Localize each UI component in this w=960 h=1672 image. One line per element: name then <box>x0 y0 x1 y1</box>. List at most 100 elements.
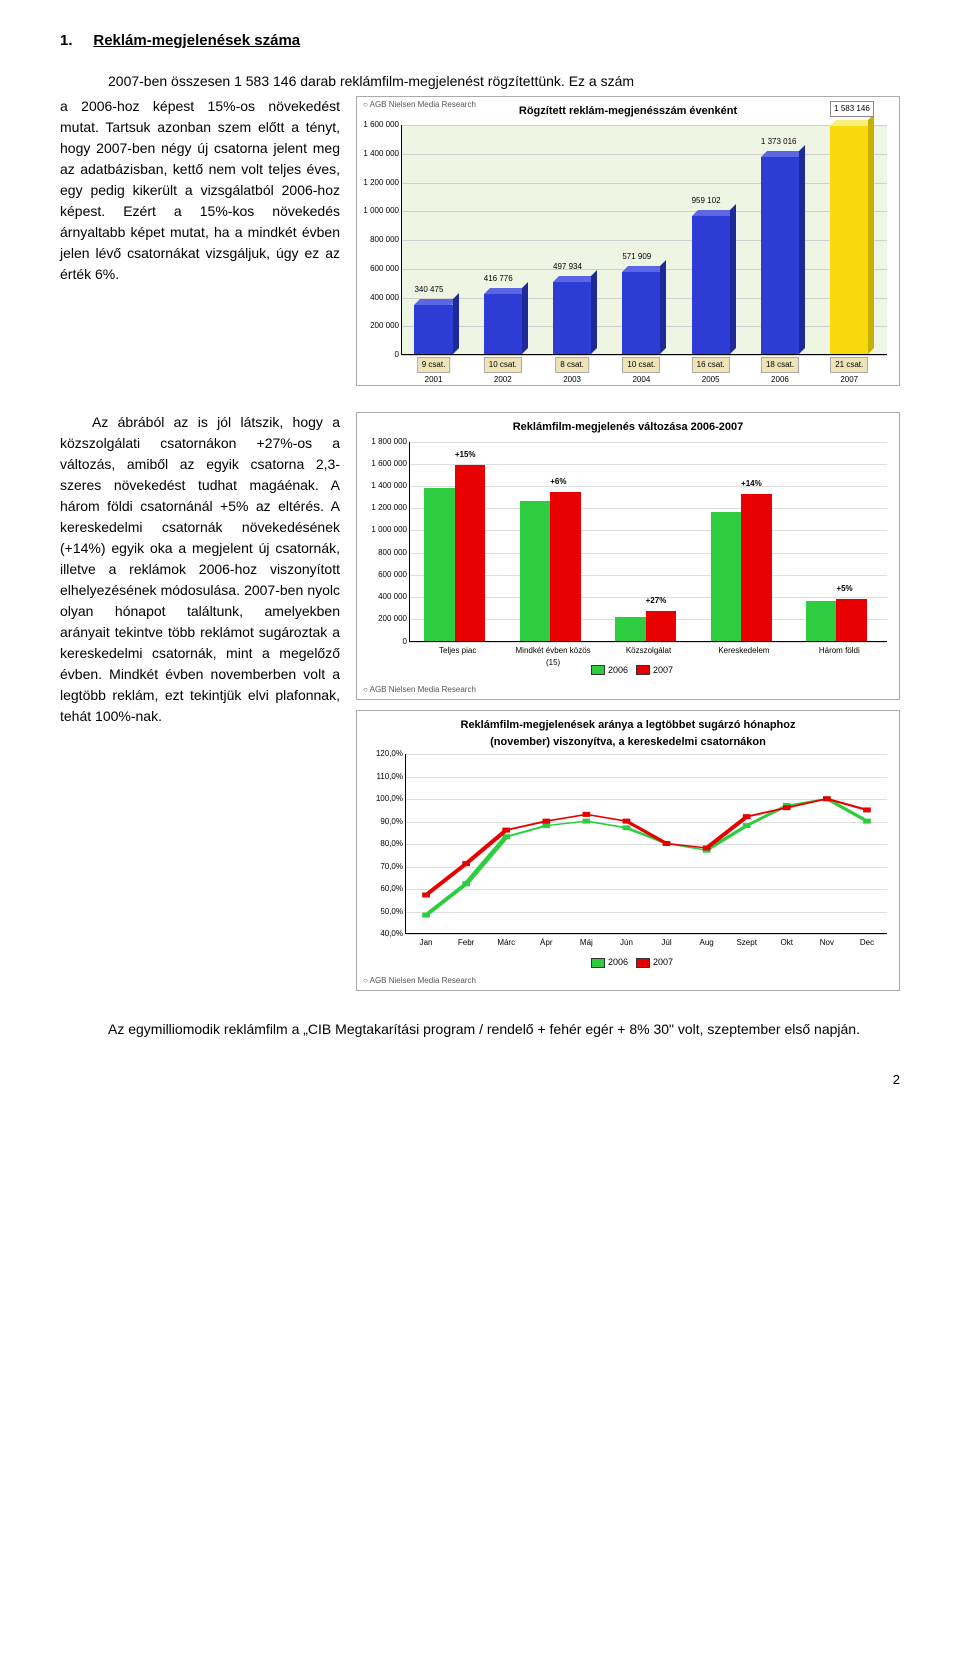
chart1-bar <box>830 126 868 354</box>
logo-agb-nielsen: ○ AGB Nielsen Media Research <box>363 977 476 986</box>
chart2-pct-label: +15% <box>455 449 476 461</box>
paragraph-1-body: a 2006-hoz képest 15%-os növekedést muta… <box>60 96 340 397</box>
footer-paragraph: Az egymilliomodik reklámfilm a „CIB Megt… <box>60 1019 900 1040</box>
chart2-ytick: 0 <box>403 636 407 648</box>
chart2-xcat: Teljes piac <box>410 641 505 657</box>
chart2-bar-2007 <box>741 494 772 641</box>
chart2-pct-label: +27% <box>646 595 667 607</box>
paragraph-2: Az ábrából az is jól látszik, hogy a köz… <box>60 412 340 1001</box>
chart2-title: Reklámfilm-megjelenés változása 2006-200… <box>365 419 891 436</box>
chart2-ytick: 800 000 <box>378 547 407 559</box>
chart1-bar-label: 416 776 <box>484 273 513 285</box>
chart3-month: Máj <box>580 933 593 949</box>
chart3-marker <box>422 913 430 918</box>
chart3-line-2007 <box>426 799 867 895</box>
chart1-bar-label: 959 102 <box>692 195 721 207</box>
chart3-month: Okt <box>781 933 793 949</box>
chart1-bar-label: 571 909 <box>622 251 651 263</box>
chart1-ytick: 1 200 000 <box>363 177 399 189</box>
chart3-ytick: 90,0% <box>380 816 403 828</box>
chart-change-2006-2007: Reklámfilm-megjelenés változása 2006-200… <box>356 412 900 700</box>
chart1-ytick: 400 000 <box>370 292 399 304</box>
chart1-ytick: 1 400 000 <box>363 148 399 160</box>
chart2-xcat: Közszolgálat <box>601 641 696 657</box>
chart1-bar <box>553 282 591 354</box>
chart2-ytick: 1 200 000 <box>371 502 407 514</box>
chart2-xcat: Három földi <box>792 641 887 657</box>
chart1-bar <box>414 305 452 354</box>
chart1-bar-label: 1 583 146 <box>830 101 874 117</box>
chart2-ytick: 200 000 <box>378 613 407 625</box>
section-number: 1. <box>60 32 73 49</box>
chart-yearly-ad-count: ○ AGB Nielsen Media Research Rögzített r… <box>356 96 900 387</box>
chart3-title-line2: (november) viszonyítva, a kereskedelmi c… <box>365 734 891 751</box>
chart1-bar-label: 340 475 <box>414 284 443 296</box>
chart3-marker <box>542 823 550 828</box>
chart1-bar <box>761 157 799 354</box>
chart2-bar-2007 <box>455 465 486 641</box>
chart3-title-line1: Reklámfilm-megjelenések aránya a legtöbb… <box>365 717 891 734</box>
chart3-legend: 20062007 <box>365 956 891 970</box>
chart1-year: 2007 <box>840 354 858 386</box>
chart2-xcat: Mindkét évben közös(15) <box>505 641 600 669</box>
chart3-marker <box>623 819 631 824</box>
chart3-month: Dec <box>860 933 874 949</box>
logo-agb-nielsen: ○ AGB Nielsen Media Research <box>363 686 476 695</box>
chart3-marker <box>783 805 791 810</box>
chart3-month: Júl <box>661 933 671 949</box>
chart2-bar-2006 <box>711 512 742 641</box>
page-number: 2 <box>60 1070 900 1090</box>
chart3-month: Ápr <box>540 933 552 949</box>
chart2-bar-2006 <box>424 488 455 641</box>
chart1-bar <box>692 216 730 354</box>
chart3-marker <box>703 845 711 850</box>
chart3-ytick: 80,0% <box>380 838 403 850</box>
chart1-year: 2003 <box>563 354 581 386</box>
chart3-month: Nov <box>820 933 834 949</box>
chart1-bar <box>622 272 660 354</box>
chart1-bar-label: 1 373 016 <box>761 136 797 148</box>
chart3-marker <box>623 825 631 830</box>
chart3-marker <box>583 819 591 824</box>
chart2-pct-label: +6% <box>550 476 566 488</box>
chart2-ytick: 1 000 000 <box>371 524 407 536</box>
chart3-ytick: 100,0% <box>376 793 403 805</box>
chart3-marker <box>542 819 550 824</box>
chart2-ytick: 400 000 <box>378 591 407 603</box>
chart3-marker <box>583 812 591 817</box>
chart3-marker <box>502 828 510 833</box>
chart1-ytick: 1 600 000 <box>363 119 399 131</box>
chart3-month: Jan <box>420 933 433 949</box>
chart3-month: Febr <box>458 933 474 949</box>
chart3-marker <box>743 823 751 828</box>
chart3-marker <box>422 892 430 897</box>
chart3-marker <box>462 881 470 886</box>
chart2-bar-2007 <box>550 492 581 640</box>
chart3-month: Szept <box>736 933 756 949</box>
chart3-marker <box>462 861 470 866</box>
chart3-ytick: 40,0% <box>380 928 403 940</box>
chart3-ytick: 70,0% <box>380 861 403 873</box>
chart3-marker <box>823 796 831 801</box>
chart3-ytick: 60,0% <box>380 883 403 895</box>
chart3-month: Márc <box>497 933 515 949</box>
chart2-xcat: Kereskedelem <box>696 641 791 657</box>
chart3-marker <box>743 814 751 819</box>
chart1-ytick: 600 000 <box>370 263 399 275</box>
chart2-pct-label: +5% <box>836 583 852 595</box>
chart2-bar-2006 <box>520 501 551 641</box>
chart2-ytick: 1 400 000 <box>371 480 407 492</box>
chart2-ytick: 600 000 <box>378 569 407 581</box>
chart3-marker <box>863 819 871 824</box>
chart3-ytick: 50,0% <box>380 906 403 918</box>
chart2-bar-2007 <box>646 611 677 641</box>
section-heading: 1. Reklám-megjelenések száma <box>60 30 900 53</box>
chart1-bar-label: 497 934 <box>553 261 582 273</box>
chart3-month: Jún <box>620 933 633 949</box>
chart3-ytick: 120,0% <box>376 748 403 760</box>
logo-agb-nielsen: ○ AGB Nielsen Media Research <box>363 101 476 110</box>
chart1-ytick: 0 <box>395 349 399 361</box>
chart1-year: 2001 <box>425 354 443 386</box>
chart1-ytick: 200 000 <box>370 320 399 332</box>
chart1-ytick: 800 000 <box>370 234 399 246</box>
